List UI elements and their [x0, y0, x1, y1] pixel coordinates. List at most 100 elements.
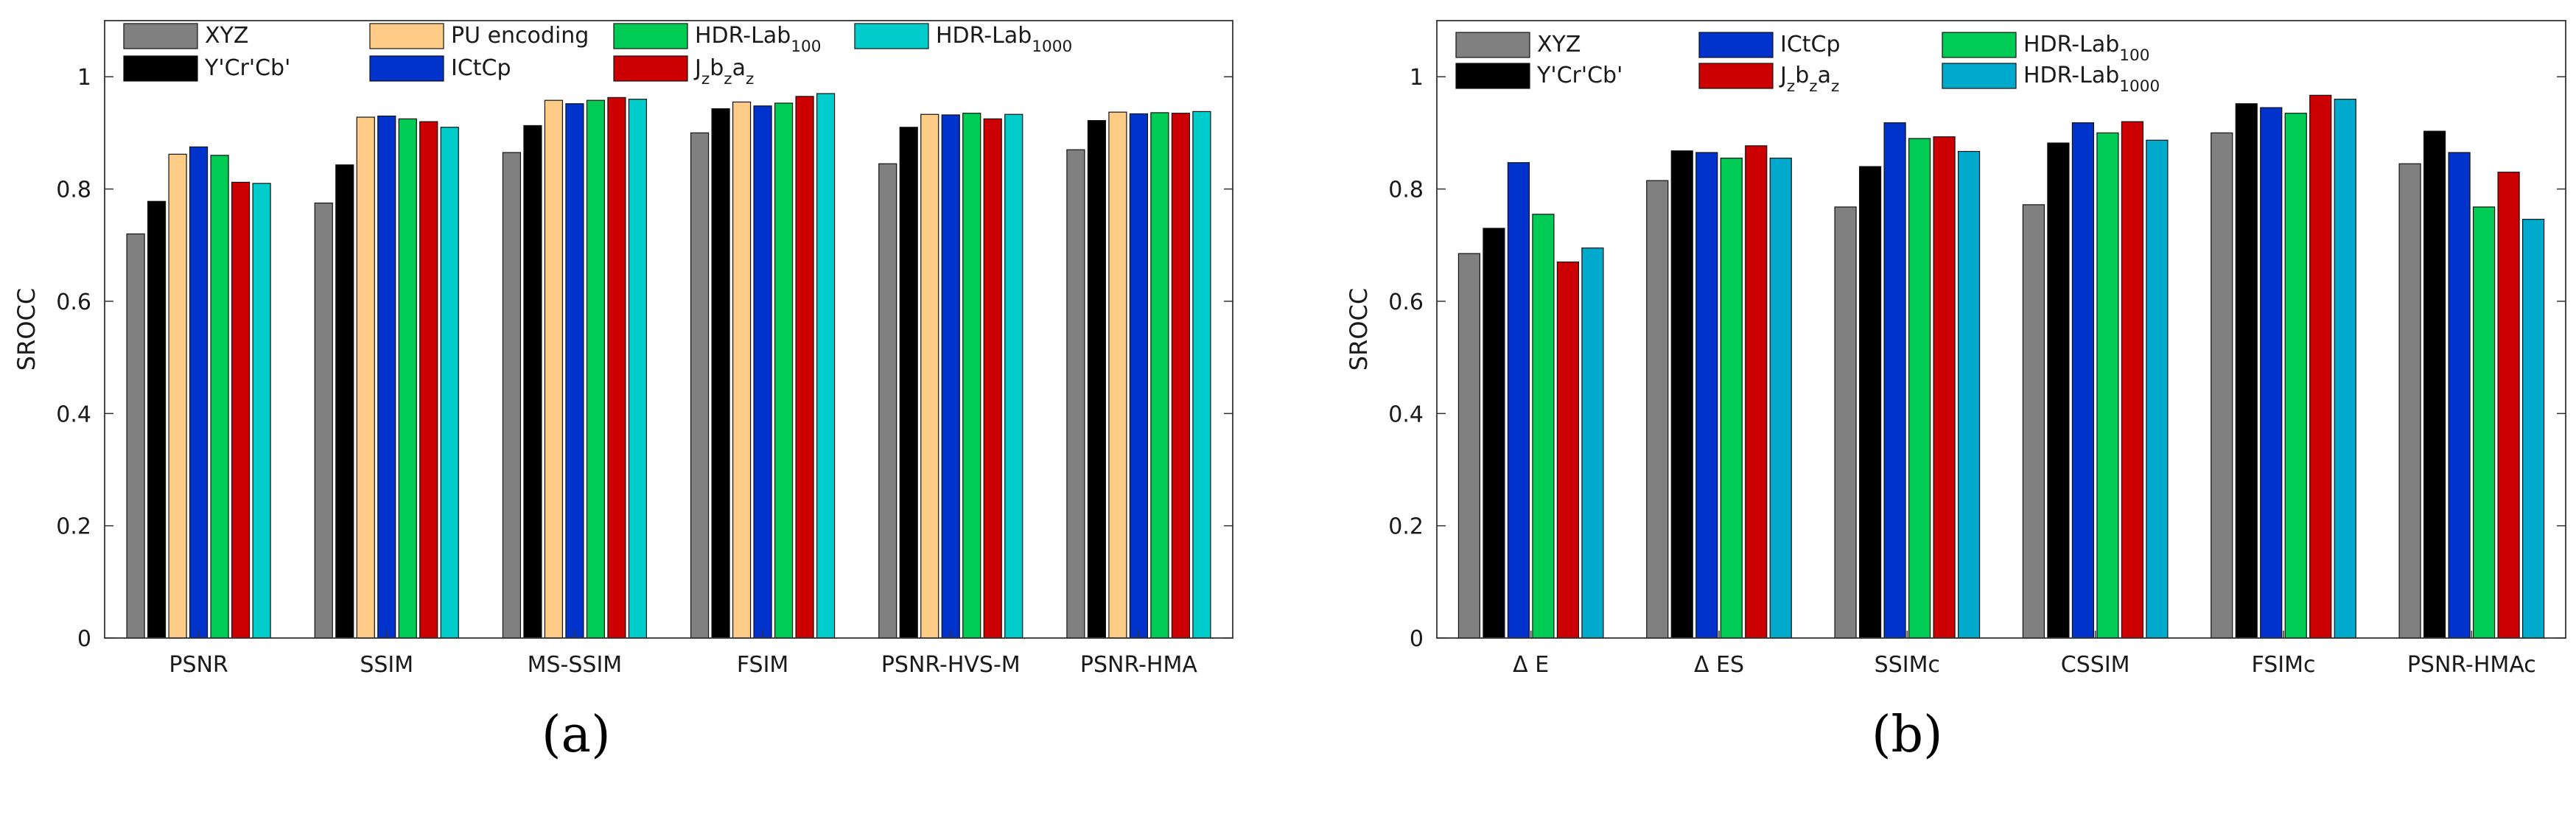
x-tick-label: PSNR-HVS-M — [881, 652, 1021, 678]
bar — [189, 146, 209, 639]
bar — [2146, 139, 2169, 639]
chart-panel-b: Δ E Δ ES SSIMc CSSIM FSIMc PSNR-HMAc 0 0.2 0.4 0.… — [1345, 20, 2566, 678]
legend-label-sub: 1000 — [1032, 38, 1072, 56]
bar — [502, 152, 522, 639]
bar — [523, 125, 542, 639]
legend-label-main: a — [732, 55, 746, 81]
bar — [1066, 149, 1085, 639]
y-tick-label: 0.4 — [1388, 402, 1424, 427]
bar — [2047, 142, 2070, 639]
bar — [2309, 94, 2332, 639]
legend-label-sub: z — [1787, 77, 1795, 96]
chart-panel-a: PSNR SSIM MS-SSIM FSIM PSNR-HVS-M PSNR-HMA 0 0.… — [13, 20, 1233, 678]
legend-label: XYZ — [205, 23, 248, 49]
legend-label-sub: z — [746, 70, 754, 88]
legend-label-main: HDR-Lab — [2023, 32, 2119, 57]
x-tick-label: Δ E — [1513, 652, 1549, 678]
y-tick-label: 0.8 — [56, 178, 91, 203]
legend-label: Jzbzaz — [1779, 63, 1839, 96]
legend-label-main: b — [710, 55, 724, 81]
bar — [1150, 112, 1169, 639]
bar — [419, 121, 438, 639]
bar — [1457, 253, 1481, 639]
legend-label-main: HDR-Lab — [695, 23, 791, 49]
legend-swatch — [123, 23, 198, 49]
bar — [1883, 122, 1906, 639]
bar — [440, 127, 459, 639]
bar — [920, 113, 939, 639]
bar — [126, 233, 145, 639]
legend-swatch — [1698, 63, 1774, 89]
bar — [544, 99, 564, 639]
panel-label-b: (b) — [1872, 706, 1943, 764]
bar — [711, 108, 730, 639]
bar — [1556, 261, 1580, 639]
axes-box — [104, 20, 1233, 639]
bar — [1933, 136, 1956, 639]
bar — [753, 105, 772, 639]
bar — [1087, 120, 1107, 639]
bar — [2235, 103, 2258, 639]
legend-label-sub: z — [724, 70, 732, 88]
bar — [2497, 172, 2520, 639]
bar — [1532, 214, 1555, 639]
bar — [1858, 166, 1882, 639]
legend-label-main: J — [1779, 63, 1787, 88]
legend-label-main: b — [1795, 63, 1809, 88]
bar — [2521, 219, 2545, 639]
bar — [147, 200, 167, 639]
y-tick-label: 0 — [77, 626, 91, 652]
bar — [2096, 132, 2119, 639]
bar — [2398, 163, 2421, 639]
legend-swatch — [854, 23, 929, 49]
x-tick-label: PSNR-HMA — [1080, 652, 1197, 678]
y-tick-label: 0.8 — [1388, 178, 1424, 203]
legend-swatch — [123, 55, 198, 82]
bar — [335, 164, 354, 639]
x-tick-label: MS-SSIM — [528, 652, 623, 678]
bar — [2121, 121, 2144, 639]
bar — [1646, 180, 1669, 639]
y-axis-label: SROCC — [13, 288, 41, 371]
bar — [1004, 113, 1023, 639]
legend-swatch — [1455, 63, 1530, 89]
legend-label-sub: 100 — [791, 38, 821, 56]
bar — [565, 103, 584, 639]
bar — [690, 132, 710, 639]
bar — [774, 102, 794, 639]
y-tick-label: 0.2 — [1388, 514, 1424, 540]
bar — [1171, 113, 1191, 639]
bar — [1834, 206, 1857, 639]
axes-box — [1436, 20, 2566, 639]
legend-label: ICtCp — [1780, 32, 1841, 57]
y-tick-label: 0.6 — [56, 290, 91, 315]
bar — [2211, 132, 2233, 639]
legend-swatch — [1455, 32, 1530, 58]
legend-label-sub: z — [701, 70, 710, 88]
legend-label: PU encoding — [451, 23, 589, 49]
y-tick-label: 1 — [1410, 65, 1424, 91]
y-tick-label: 0.2 — [56, 514, 91, 540]
bar — [2472, 206, 2496, 639]
legend-swatch — [613, 23, 688, 49]
legend-label: Y'Cr'Cb' — [204, 55, 290, 81]
bar — [1581, 247, 1604, 639]
bar — [1129, 113, 1149, 639]
legend-swatch — [1942, 32, 2017, 58]
x-tick-label: PSNR-HMAc — [2407, 652, 2536, 678]
bar — [377, 115, 396, 639]
bar — [899, 127, 918, 639]
x-tick-label: FSIM — [737, 652, 789, 678]
bar — [1720, 158, 1743, 639]
legend-swatch — [1942, 63, 2017, 89]
bar — [1483, 228, 1505, 639]
y-tick-label: 1 — [77, 65, 91, 91]
legend-label-sub: 1000 — [2119, 77, 2160, 96]
bar — [1192, 111, 1211, 639]
legend-label: HDR-Lab1000 — [2023, 63, 2160, 96]
bar — [2022, 204, 2045, 639]
bar — [586, 99, 606, 639]
y-tick-label: 0 — [1410, 626, 1424, 652]
